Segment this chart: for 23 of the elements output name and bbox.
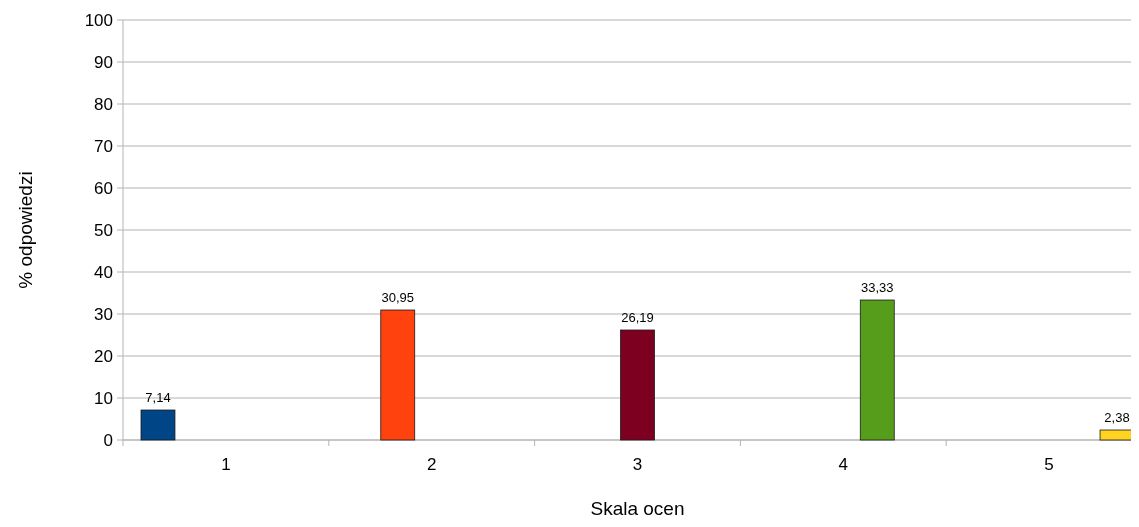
y-tick-label: 70	[94, 136, 113, 156]
y-tick-label: 90	[94, 52, 113, 72]
data-label: 26,19	[621, 310, 654, 325]
y-tick-label: 100	[84, 10, 113, 30]
data-label: 30,95	[381, 290, 415, 306]
data-label: 2,38	[1104, 410, 1130, 425]
x-tick-label: 2	[426, 455, 437, 474]
y-tick-label: 50	[94, 220, 113, 240]
x-axis-title: Skala ocen	[590, 498, 685, 519]
y-tick-label: 80	[94, 94, 113, 114]
x-tick-label: 4	[838, 455, 849, 474]
x-tick-label: 5	[1044, 455, 1054, 474]
y-tick-label: 0	[103, 430, 113, 450]
data-label: 7,14	[145, 390, 171, 406]
x-tick-label: 3	[632, 455, 643, 474]
y-axis-title: % odpowiedzi	[15, 171, 36, 289]
y-tick-label: 10	[94, 388, 113, 408]
x-tick-label: 1	[221, 455, 231, 474]
y-tick-label: 20	[94, 346, 113, 366]
y-tick-label: 40	[94, 262, 113, 282]
y-tick-label: 30	[94, 304, 113, 324]
data-label: 33,33	[860, 280, 894, 296]
y-tick-label: 60	[94, 178, 113, 198]
